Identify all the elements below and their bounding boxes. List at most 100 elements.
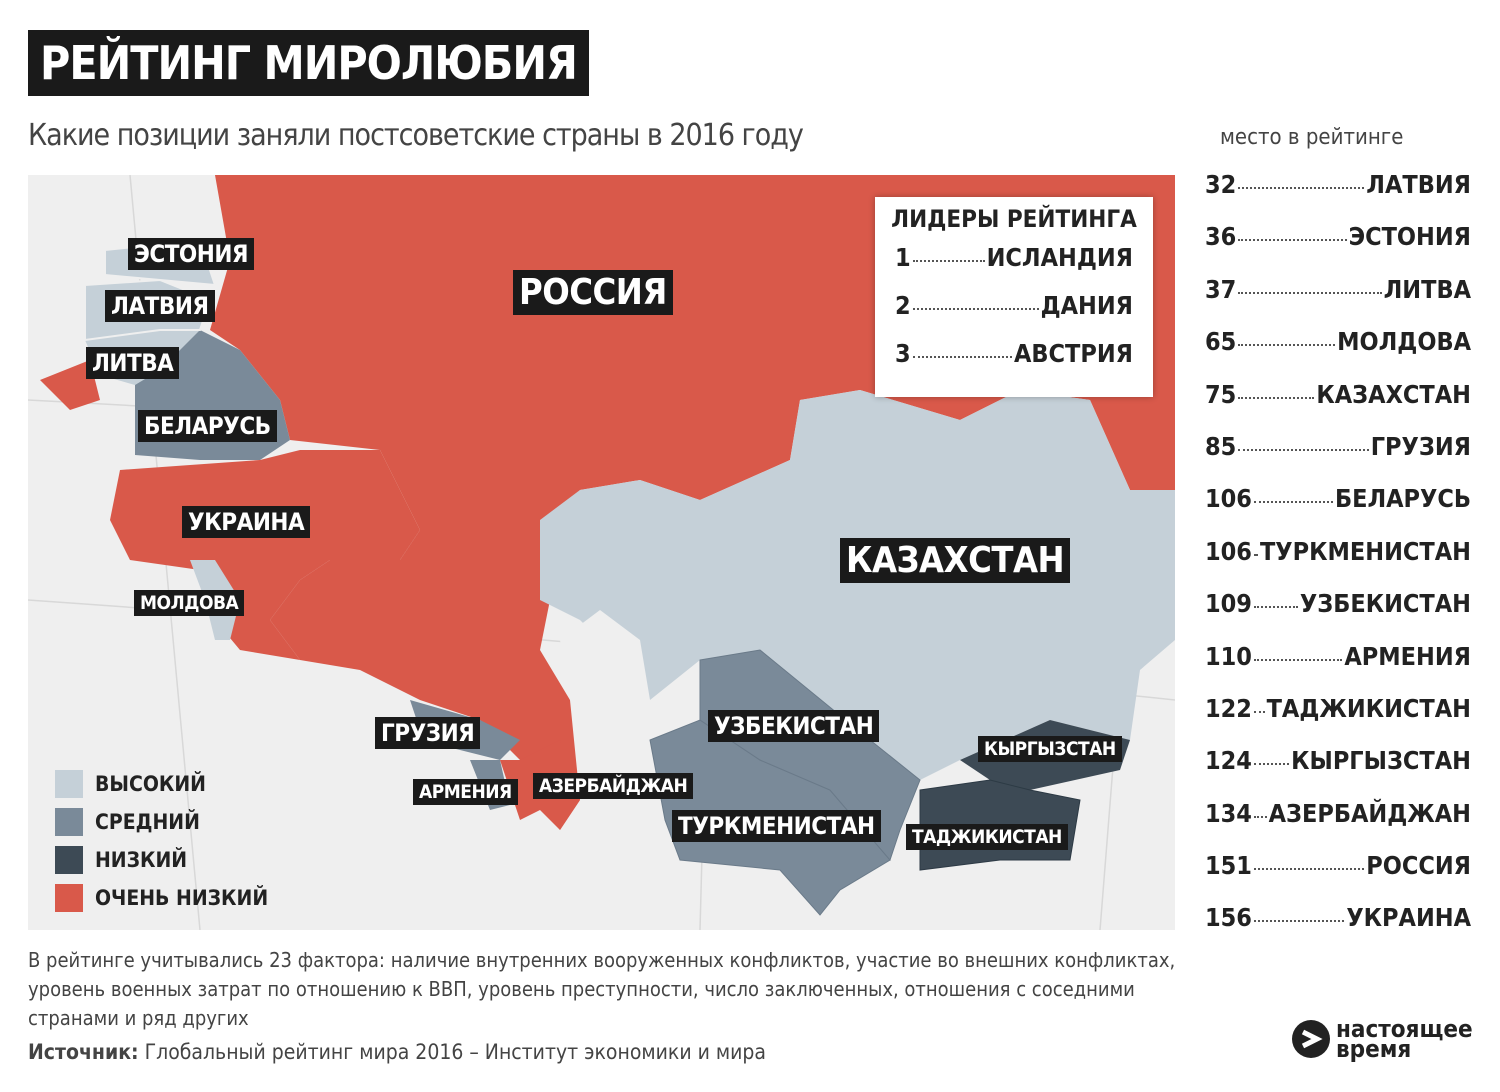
rank: 156 (1205, 903, 1252, 933)
country-label: РОССИЯ (513, 270, 673, 315)
leader-row: 1 ИСЛАНДИЯ (895, 243, 1133, 291)
rank: 3 (895, 339, 911, 368)
country: ТУРКМЕНИСТАН (1259, 536, 1471, 566)
country: ЭСТОНИЯ (1348, 222, 1471, 252)
legend-label: НИЗКИЙ (95, 848, 188, 872)
country: КАЗАХСТАН (1316, 379, 1471, 409)
ranking-row: 122 ТАДЖИКИСТАН (1205, 694, 1471, 746)
rank: 2 (895, 291, 911, 320)
legend-swatch (55, 770, 83, 798)
legend-swatch (55, 846, 83, 874)
legend-item: НИЗКИЙ (55, 841, 268, 879)
country: ЛАТВИЯ (1366, 170, 1471, 199)
rank: 106 (1205, 536, 1252, 566)
country: ЛИТВА (1383, 274, 1471, 304)
rank: 151 (1205, 851, 1252, 881)
title: РЕЙТИНГ МИРОЛЮБИЯ (28, 30, 589, 96)
rank: 134 (1205, 798, 1252, 828)
ranking-row: 106 БЕЛАРУСЬ (1205, 484, 1471, 536)
leader-dots (1238, 239, 1347, 242)
rank: 106 (1205, 484, 1252, 514)
rank: 109 (1205, 589, 1252, 619)
rank: 122 (1205, 693, 1252, 723)
leader-dots (912, 308, 1039, 310)
country: ГРУЗИЯ (1370, 431, 1471, 461)
ranking-title: место в рейтинге (1220, 125, 1404, 150)
ranking-row: 110 АРМЕНИЯ (1205, 642, 1471, 694)
rank: 85 (1205, 431, 1237, 461)
country-label: КЫРГЫЗСТАН (978, 736, 1122, 762)
country-label: КАЗАХСТАН (840, 538, 1071, 583)
ranking-row: 32 ЛАТВИЯ (1205, 170, 1471, 222)
country-label: ЭСТОНИЯ (128, 238, 255, 270)
country-label: ГРУЗИЯ (375, 717, 481, 749)
ranking-row: 37 ЛИТВА (1205, 275, 1471, 327)
ranking-row: 106 ТУРКМЕНИСТАН (1205, 537, 1471, 589)
legend-label: ВЫСОКИЙ (95, 772, 206, 796)
country: УКРАИНА (1346, 903, 1471, 933)
country-label: БЕЛАРУСЬ (138, 410, 277, 442)
country-label: ТАДЖИКИСТАН (906, 824, 1068, 850)
leader-dots (1238, 291, 1382, 294)
country: АРМЕНИЯ (1344, 641, 1471, 671)
logo-line1: настоящее (1336, 1015, 1473, 1043)
country-label: АРМЕНИЯ (413, 779, 518, 805)
country-label: ЛАТВИЯ (105, 290, 215, 322)
rank: 32 (1205, 170, 1237, 199)
ranking-row: 151 РОССИЯ (1205, 851, 1471, 903)
ranking-row: 156 УКРАИНА (1205, 903, 1471, 955)
logo-line2: время (1336, 1035, 1412, 1063)
country: ДАНИЯ (1040, 291, 1133, 320)
country-label: АЗЕРБАЙДЖАН (533, 773, 694, 799)
rank: 124 (1205, 746, 1252, 776)
ranking-row: 134 АЗЕРБАЙДЖАН (1205, 799, 1471, 851)
country-label: ЛИТВА (86, 347, 180, 379)
country: ТАДЖИКИСТАН (1266, 693, 1471, 723)
leader-dots (1238, 187, 1365, 189)
country: МОЛДОВА (1337, 327, 1471, 357)
leader-dots (1253, 553, 1258, 556)
note: В рейтинге учитывались 23 фактора: налич… (28, 948, 1176, 1030)
leaders-box: ЛИДЕРЫ РЕЙТИНГА 1 ИСЛАНДИЯ 2 ДАНИЯ 3 АВСТРИЯ (875, 197, 1153, 397)
leader-dots (1238, 448, 1369, 451)
legend-item: ВЫСОКИЙ (55, 765, 268, 803)
country: АВСТРИЯ (1013, 339, 1133, 368)
rank: 36 (1205, 222, 1237, 252)
legend-swatch (55, 808, 83, 836)
leader-dots (912, 356, 1012, 358)
leader-dots (1238, 396, 1315, 399)
leader-row: 2 ДАНИЯ (895, 291, 1133, 339)
logo-icon (1292, 1020, 1330, 1058)
ranking-row: 109 УЗБЕКИСТАН (1205, 589, 1471, 641)
logo: настоящее время (1290, 1015, 1473, 1063)
rank: 110 (1205, 641, 1252, 671)
leader-dots (1238, 344, 1336, 347)
ranking-row: 36 ЭСТОНИЯ (1205, 222, 1471, 274)
legend-swatch (55, 884, 83, 912)
ranking: место в рейтинге 32 ЛАТВИЯ 36 ЭСТОНИЯ 37 ЛИТВ… (1205, 125, 1471, 956)
legend-item: ОЧЕНЬ НИЗКИЙ (55, 879, 268, 917)
leader-dots (1253, 710, 1265, 713)
country-label: УКРАИНА (182, 506, 311, 538)
country: КЫРГЫЗСТАН (1291, 746, 1471, 776)
legend-item: СРЕДНИЙ (55, 803, 268, 841)
country-label: УЗБЕКИСТАН (708, 710, 880, 742)
source: Источник: Глобальный рейтинг мира 2016 –… (28, 1040, 766, 1064)
ranking-row: 65 МОЛДОВА (1205, 327, 1471, 379)
legend-label: ОЧЕНЬ НИЗКИЙ (95, 886, 269, 910)
rank: 1 (895, 243, 911, 272)
rank: 65 (1205, 327, 1237, 357)
ranking-row: 85 ГРУЗИЯ (1205, 432, 1471, 484)
leader-dots (1253, 501, 1333, 504)
leader-row: 3 АВСТРИЯ (895, 339, 1133, 387)
ranking-row: 75 КАЗАХСТАН (1205, 380, 1471, 432)
leader-dots (1253, 920, 1345, 923)
legend: ВЫСОКИЙ СРЕДНИЙ НИЗКИЙ ОЧЕНЬ НИЗКИЙ (55, 765, 268, 917)
leader-dots (912, 260, 985, 262)
leader-dots (1253, 606, 1298, 609)
rank: 75 (1205, 379, 1237, 409)
ranking-row: 124 КЫРГЫЗСТАН (1205, 746, 1471, 798)
leader-dots (1253, 815, 1267, 818)
country-label: МОЛДОВА (134, 590, 245, 616)
